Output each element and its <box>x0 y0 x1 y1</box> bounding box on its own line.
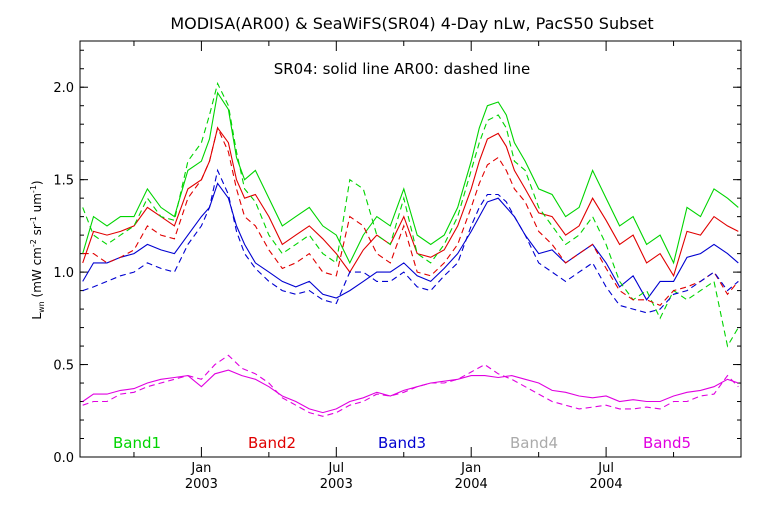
y-axis-label: Lwn (mW cm-2 sr-1 um-1) <box>29 180 46 319</box>
y-axis: 0.0 0.5 1.0 1.5 2.0 <box>53 49 741 466</box>
series-band5-dashed <box>82 354 739 417</box>
series-layer <box>82 81 739 417</box>
svg-text:Lwn (mW cm-2 sr-1 um-1): Lwn (mW cm-2 sr-1 um-1) <box>29 180 46 319</box>
ylabel-exp3: -1 <box>29 185 38 193</box>
series-band3-dashed <box>82 168 739 314</box>
ylabel-exp2: -1 <box>29 216 38 224</box>
y-tick-label: 1.5 <box>53 174 74 189</box>
x-tick-label-month: Jan <box>190 461 211 476</box>
legend-band1: Band1 <box>113 434 161 452</box>
plot-border <box>79 40 742 458</box>
y-tick-label: 0.0 <box>53 451 74 466</box>
ylabel-rest: (mW cm <box>30 247 44 301</box>
legend-band3: Band3 <box>378 434 426 452</box>
ylabel-mid: sr <box>30 224 44 239</box>
ylabel-mid2: um <box>30 193 44 216</box>
ylabel-sub: wn <box>37 301 46 313</box>
chart-title: MODISA(AR00) & SeaWiFS(SR04) 4-Day nLw, … <box>170 14 653 33</box>
ylabel-exp1: -2 <box>29 239 38 247</box>
y-tick-label: 2.0 <box>53 81 74 96</box>
y-tick-label: 0.5 <box>53 359 74 374</box>
x-tick-label-month: Jul <box>597 461 614 476</box>
x-tick-label-year: 2004 <box>590 477 623 492</box>
y-tick-label: 1.0 <box>53 266 74 281</box>
series-band2-solid <box>82 126 739 278</box>
series-band5-solid <box>82 369 739 414</box>
legend: Band1 Band2 Band3 Band4 Band5 <box>113 434 691 452</box>
x-tick-label-year: 2003 <box>320 477 353 492</box>
chart-subtitle: SR04: solid line AR00: dashed line <box>274 60 531 78</box>
x-tick-label-year: 2003 <box>185 477 218 492</box>
legend-band4: Band4 <box>510 434 558 452</box>
series-band2-dashed <box>82 126 739 307</box>
x-tick-label-year: 2004 <box>455 477 488 492</box>
ylabel-main: L <box>30 313 44 320</box>
series-band1-solid <box>82 91 739 265</box>
legend-band5: Band5 <box>643 434 691 452</box>
plot-frame <box>79 40 742 458</box>
x-tick-label-month: Jul <box>327 461 344 476</box>
ylabel-end: ) <box>30 180 44 185</box>
legend-band2: Band2 <box>248 434 296 452</box>
x-tick-label-month: Jan <box>460 461 481 476</box>
series-band1-dashed <box>82 81 739 348</box>
